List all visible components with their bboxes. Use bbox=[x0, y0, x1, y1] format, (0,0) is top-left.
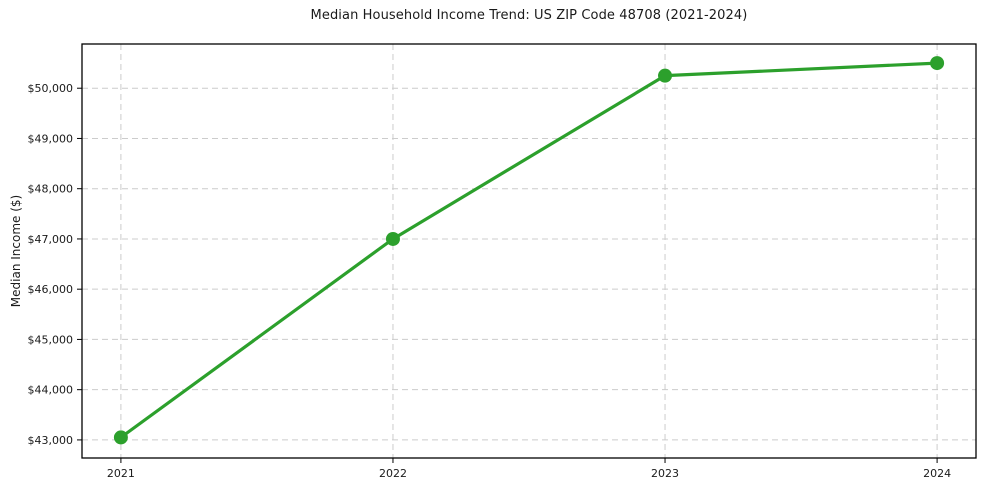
axis-ticks bbox=[77, 87, 938, 463]
y-tick-label: $43,000 bbox=[28, 434, 74, 447]
y-tick-label: $46,000 bbox=[28, 283, 74, 296]
tick-labels: $43,000 $44,000 $45,000 $46,000 $47,000 $48,0… bbox=[28, 82, 952, 480]
y-tick-label: $49,000 bbox=[28, 132, 74, 145]
y-tick-label: $47,000 bbox=[28, 233, 74, 246]
data-point-marker bbox=[658, 68, 673, 83]
data-series bbox=[113, 56, 945, 445]
trend-line bbox=[119, 61, 939, 440]
data-point-marker bbox=[385, 231, 400, 246]
x-tick-label: 2021 bbox=[107, 467, 135, 480]
plot-border bbox=[81, 43, 977, 459]
data-point-marker bbox=[113, 430, 128, 445]
y-tick-label: $48,000 bbox=[28, 183, 74, 196]
x-tick-label: 2023 bbox=[651, 467, 679, 480]
y-tick-label: $50,000 bbox=[28, 82, 74, 95]
y-tick-label: $44,000 bbox=[28, 384, 74, 397]
data-point-marker bbox=[930, 56, 945, 71]
chart-title: Median Household Income Trend: US ZIP Co… bbox=[310, 8, 748, 23]
y-tick-label: $45,000 bbox=[28, 333, 74, 346]
x-tick-label: 2022 bbox=[379, 467, 407, 480]
x-tick-label: 2024 bbox=[923, 467, 951, 480]
gridlines bbox=[82, 44, 976, 458]
